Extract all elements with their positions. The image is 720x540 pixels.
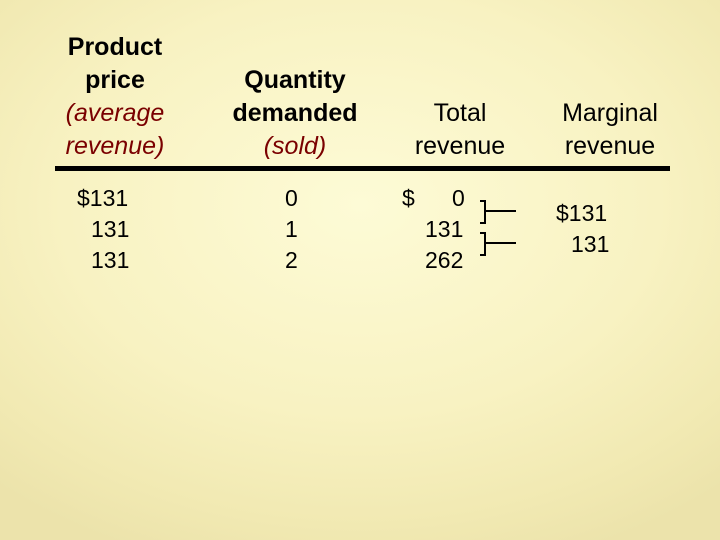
marginal-header-line2: revenue [564,132,656,160]
price-header-line4: revenue) [65,132,165,160]
quantity-header: Quantity demanded (sold) [215,64,375,163]
price-value-2: 131 [91,247,130,273]
marginal-value-0: $131 [556,200,608,226]
total-header-line1: Total [433,99,487,127]
price-header-line2: price [85,66,145,94]
total-value-1: 131 [425,216,464,242]
quantity-header-line3: (sold) [263,132,327,160]
quantity-value-0: 0 [285,185,298,211]
total-value-2: 262 [425,247,464,273]
quantity-value-1: 1 [285,216,298,242]
price-header-line3: (average [65,99,165,127]
bracket-link-0 [486,210,516,212]
marginal-value-1: 131 [571,231,610,257]
bracket-rows-0-1 [480,200,486,224]
price-value-0: $131 [77,185,129,211]
header-rule [55,166,670,171]
total-value-0: 0 [452,185,465,211]
quantity-value-2: 2 [285,247,298,273]
bracket-rows-1-2 [480,232,486,256]
quantity-header-line1: Quantity [244,66,346,94]
total-currency: $ [402,185,415,211]
price-value-1: 131 [91,216,130,242]
total-header: Total revenue [390,97,530,163]
quantity-header-line2: demanded [232,99,358,127]
bracket-link-1 [486,242,516,244]
price-header-line1: Product [67,33,163,61]
marginal-header: Marginal revenue [535,97,685,163]
total-header-line2: revenue [414,132,506,160]
marginal-header-line1: Marginal [562,99,658,127]
price-header: Product price (average revenue) [45,31,185,163]
